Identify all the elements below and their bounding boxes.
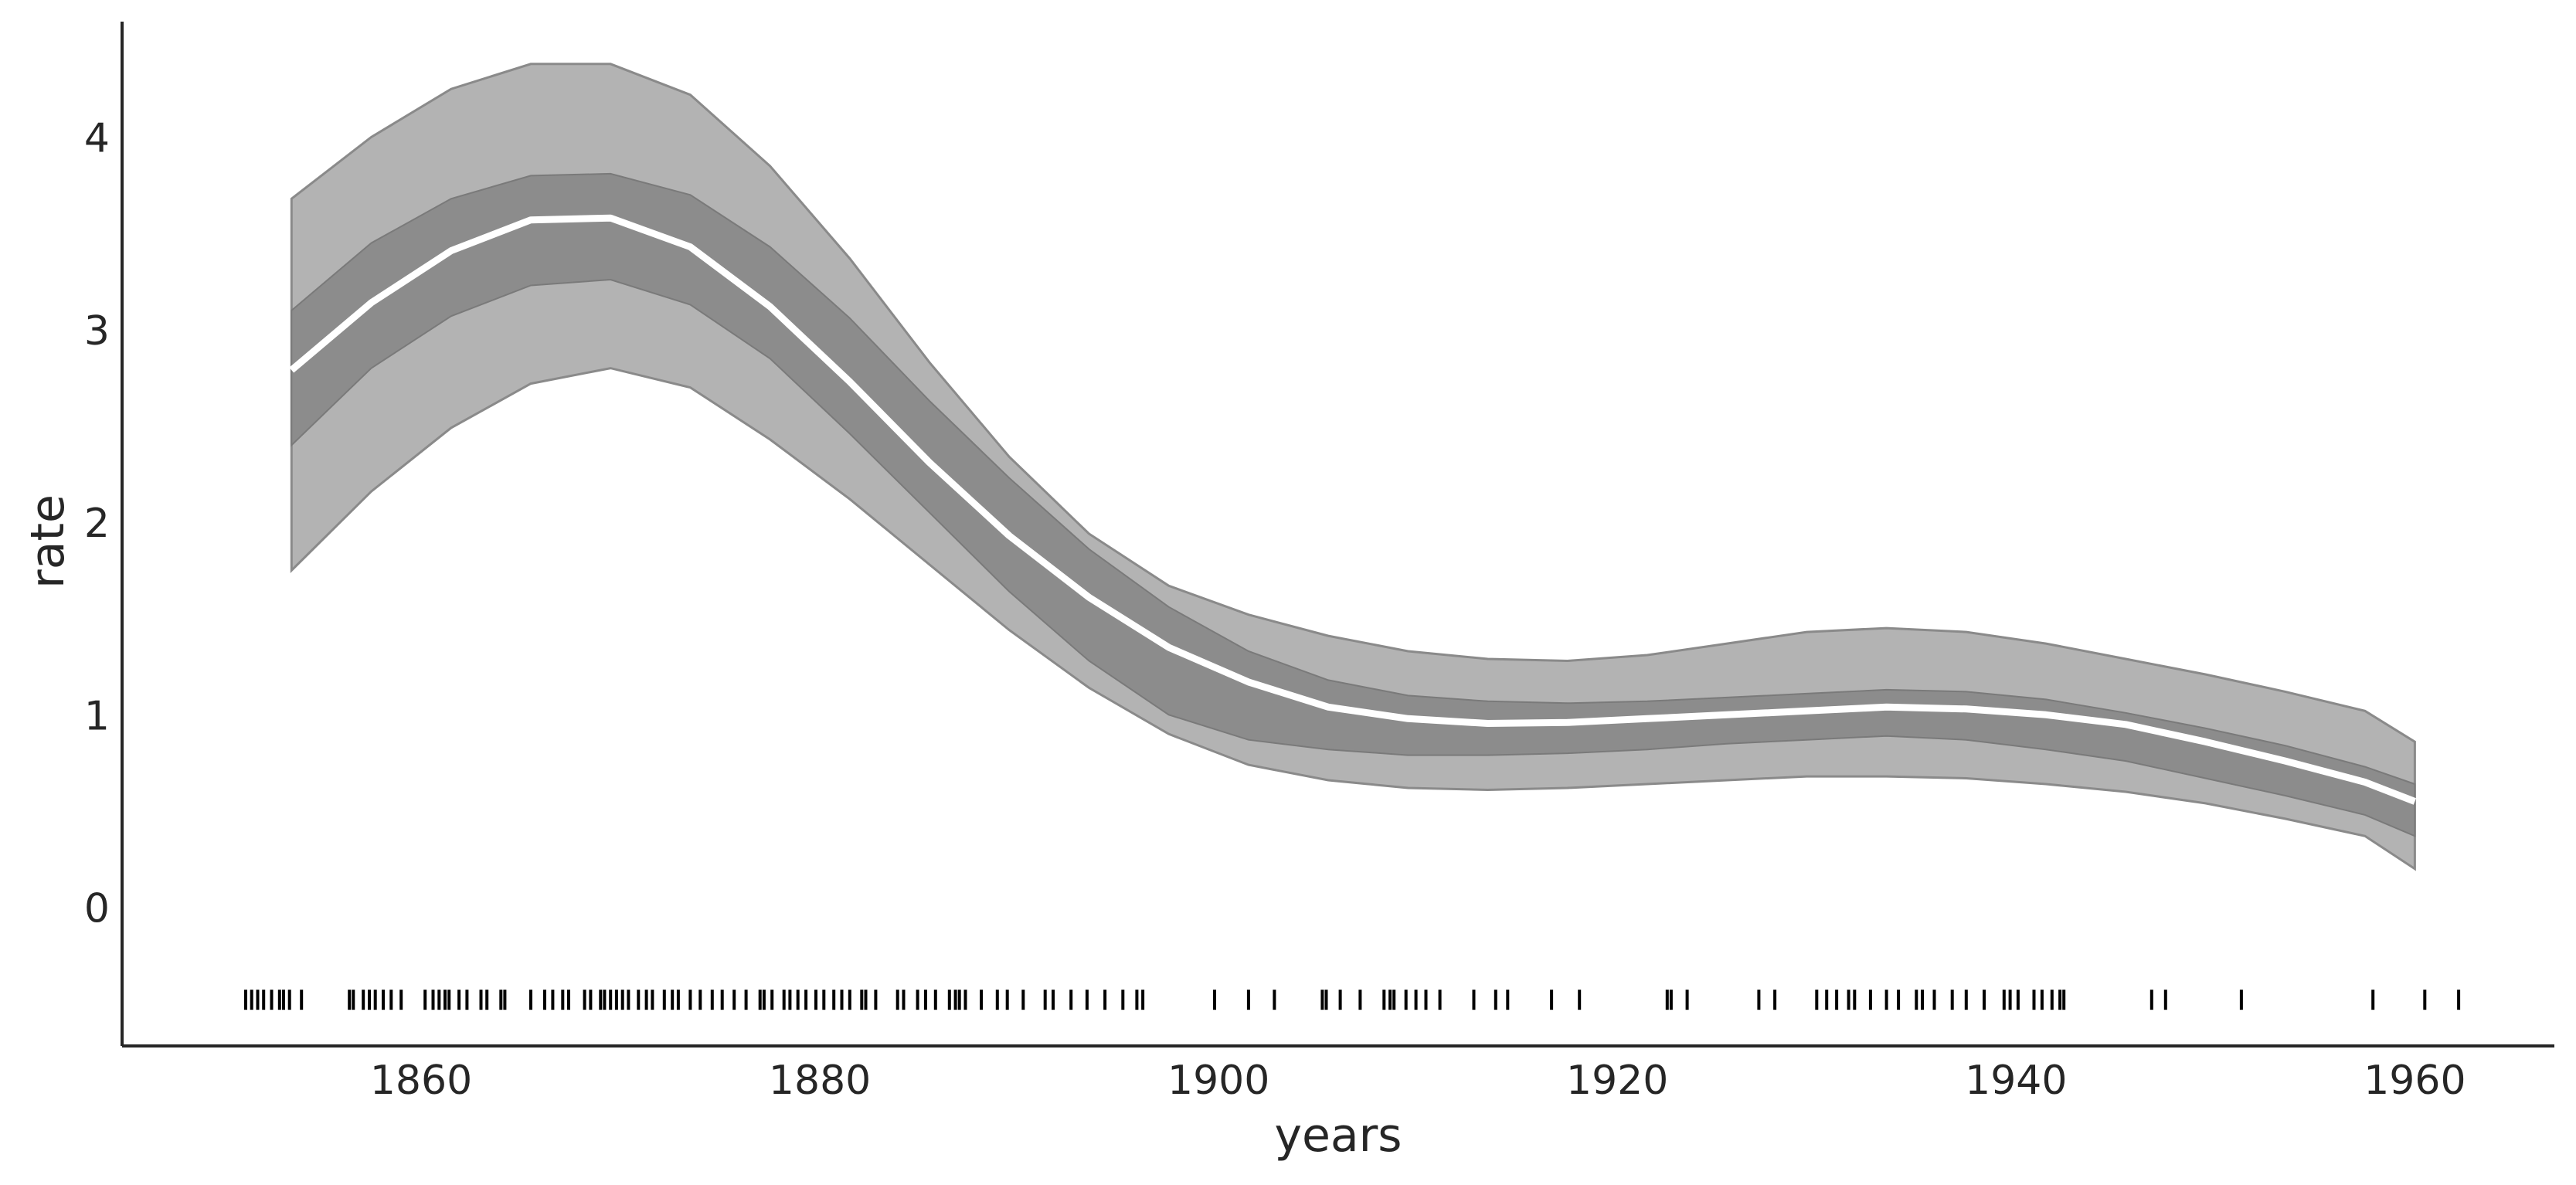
x-tick-label: 1960 <box>2364 1058 2466 1104</box>
outer-credible-band <box>290 63 2416 871</box>
x-axis-label: years <box>1274 1109 1402 1163</box>
mean-rate-line-group <box>289 214 2417 805</box>
y-tick-labels: 0 1 2 3 4 <box>84 116 110 932</box>
axes <box>121 22 2554 1047</box>
mean-rate-line <box>289 214 2417 805</box>
x-tick-labels: 1860 1880 1900 1920 1940 1960 <box>370 1058 2466 1104</box>
y-tick-label: 2 <box>84 501 110 547</box>
rug-plot <box>244 990 2461 1010</box>
y-tick-label: 3 <box>84 308 110 355</box>
x-tick-label: 1860 <box>370 1058 472 1104</box>
inner-credible-band <box>291 172 2416 837</box>
x-tick-label: 1940 <box>1965 1058 2067 1104</box>
y-tick-label: 1 <box>84 693 110 739</box>
y-axis-label: rate <box>21 494 75 589</box>
y-tick-label: 4 <box>84 116 110 162</box>
x-tick-label: 1880 <box>769 1058 871 1104</box>
y-tick-label: 0 <box>84 886 110 932</box>
x-tick-label: 1920 <box>1566 1058 1668 1104</box>
x-tick-label: 1900 <box>1167 1058 1269 1104</box>
credible-bands <box>290 63 2416 871</box>
